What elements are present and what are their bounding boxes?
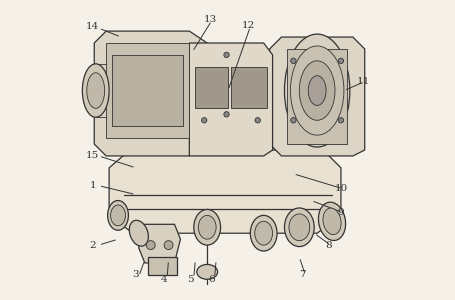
Ellipse shape — [197, 264, 217, 279]
Bar — [287, 49, 346, 144]
Ellipse shape — [338, 118, 343, 123]
Text: 10: 10 — [334, 184, 347, 193]
Ellipse shape — [201, 118, 207, 123]
Ellipse shape — [308, 76, 325, 105]
Polygon shape — [109, 150, 340, 233]
Text: 6: 6 — [208, 275, 214, 284]
Bar — [147, 257, 177, 275]
Text: 1: 1 — [89, 181, 96, 190]
Bar — [231, 67, 266, 108]
Ellipse shape — [111, 205, 125, 226]
Ellipse shape — [146, 241, 155, 250]
Text: 12: 12 — [242, 21, 255, 30]
Polygon shape — [94, 31, 207, 156]
Bar — [195, 67, 228, 108]
Ellipse shape — [254, 118, 260, 123]
Text: 9: 9 — [337, 208, 344, 217]
Ellipse shape — [298, 61, 334, 120]
Ellipse shape — [290, 58, 295, 64]
Text: 7: 7 — [298, 270, 305, 279]
Ellipse shape — [290, 46, 343, 135]
Ellipse shape — [193, 209, 220, 245]
Ellipse shape — [198, 215, 216, 239]
Text: 15: 15 — [86, 152, 99, 160]
Text: 14: 14 — [86, 22, 99, 31]
Bar — [112, 55, 183, 126]
Text: 4: 4 — [161, 275, 167, 284]
Ellipse shape — [82, 64, 109, 117]
Text: 5: 5 — [187, 275, 194, 284]
Text: 13: 13 — [203, 15, 216, 24]
Text: 11: 11 — [356, 77, 369, 86]
Ellipse shape — [288, 214, 309, 241]
Polygon shape — [189, 43, 272, 156]
Ellipse shape — [284, 208, 313, 247]
Ellipse shape — [164, 241, 172, 250]
Ellipse shape — [250, 215, 277, 251]
Bar — [106, 43, 189, 138]
Ellipse shape — [284, 34, 349, 147]
Polygon shape — [269, 37, 364, 156]
Ellipse shape — [129, 220, 148, 246]
Ellipse shape — [107, 200, 128, 230]
Text: 2: 2 — [89, 241, 96, 250]
Polygon shape — [138, 224, 180, 263]
Text: 8: 8 — [325, 241, 332, 250]
Ellipse shape — [223, 112, 229, 117]
Ellipse shape — [290, 118, 295, 123]
Text: 3: 3 — [132, 270, 139, 279]
Ellipse shape — [338, 58, 343, 64]
Ellipse shape — [322, 208, 340, 235]
Ellipse shape — [86, 73, 105, 108]
Ellipse shape — [254, 221, 272, 245]
Ellipse shape — [223, 52, 229, 58]
Ellipse shape — [318, 202, 345, 241]
